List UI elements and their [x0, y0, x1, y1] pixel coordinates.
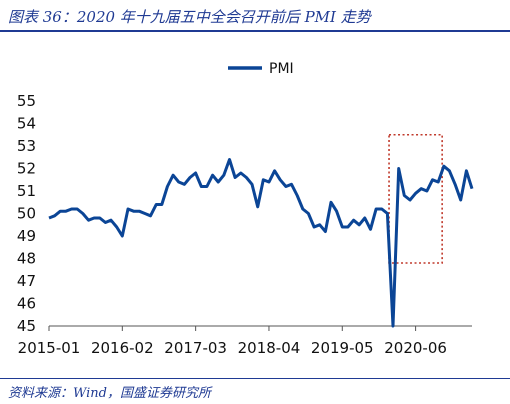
y-tick-label: 50	[17, 205, 36, 223]
x-tick-label: 2019-05	[311, 339, 374, 357]
y-tick-label: 48	[17, 250, 36, 268]
x-tick-label: 2018-04	[238, 339, 301, 357]
y-tick-label: 55	[17, 92, 36, 110]
figure-title: 图表 36：2020 年十九届五中全会召开前后 PMI 走势	[8, 8, 371, 26]
x-axis: 2015-01 2016-02 2017-03 2018-04 2019-05 2020-…	[18, 325, 472, 357]
highlight-box	[388, 133, 443, 264]
source-divider	[0, 378, 510, 379]
legend-label-pmi: PMI	[269, 61, 294, 77]
y-tick-label: 47	[17, 272, 36, 290]
title-divider	[0, 30, 510, 32]
y-axis: 45 46 47 48 49 50 51 52 53 54 55	[17, 92, 36, 335]
x-tick-label: 2017-03	[164, 339, 227, 357]
y-tick-label: 46	[17, 295, 36, 313]
x-tick-label: 2015-01	[18, 339, 81, 357]
legend: PMI	[228, 61, 294, 77]
series-line-pmi	[48, 158, 474, 328]
x-tick-label: 2020-06	[384, 339, 447, 357]
source-note: 资料来源：Wind，国盛证券研究所	[8, 386, 211, 401]
y-tick-label: 51	[17, 182, 36, 200]
y-tick-label: 53	[17, 137, 36, 155]
x-tick-label: 2016-02	[91, 339, 154, 357]
y-tick-label: 54	[17, 115, 36, 133]
y-tick-label: 52	[17, 160, 36, 178]
y-tick-label: 49	[17, 227, 36, 245]
y-tick-label: 45	[17, 317, 36, 335]
